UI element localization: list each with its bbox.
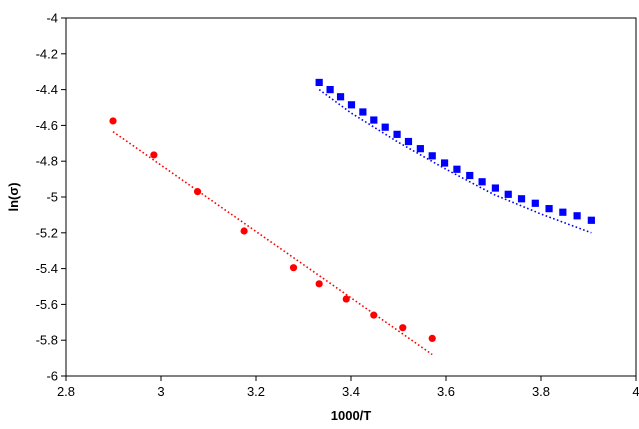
- y-tick-label: -5: [46, 190, 58, 205]
- series-2-point: [531, 199, 539, 207]
- y-tick-label: -5.6: [36, 297, 58, 312]
- trendlines: [112, 88, 592, 356]
- series-2-point: [393, 130, 401, 138]
- x-tick-label: 3.6: [437, 384, 455, 399]
- plot-area-frame: [65, 17, 637, 377]
- series-1-point: [342, 295, 350, 303]
- series-1-point: [240, 227, 248, 235]
- series-2-point: [416, 145, 424, 153]
- series-2-point: [404, 137, 413, 146]
- x-tick-label: 3.2: [247, 384, 265, 399]
- x-tick-label: 3.8: [532, 384, 550, 399]
- y-tick-label: -4.6: [36, 118, 58, 133]
- y-tick-label: -4.4: [36, 82, 58, 97]
- series-2-point: [466, 171, 474, 180]
- series-1-point: [315, 280, 323, 288]
- series-2-point: [428, 152, 436, 160]
- series-2-point: [370, 116, 378, 124]
- x-tick-label: 3.4: [342, 384, 360, 399]
- series-2-point: [478, 178, 486, 186]
- data-points: [109, 78, 595, 343]
- series-2-point: [587, 216, 595, 224]
- series-2-point: [453, 165, 461, 173]
- series-1-point: [150, 151, 158, 159]
- series-2-point: [359, 108, 367, 116]
- y-tick-label: -6: [46, 369, 58, 384]
- series-1-point: [289, 264, 298, 272]
- series-2-point: [381, 123, 389, 131]
- series-2-point: [545, 205, 553, 213]
- series-2-point: [491, 184, 499, 192]
- series-2-point: [504, 190, 512, 198]
- x-axis-label: 1000/T: [331, 408, 372, 423]
- series-2-point: [326, 86, 334, 94]
- series-2-point: [440, 159, 449, 167]
- x-tick-label: 4: [632, 384, 639, 399]
- x-tick-label: 3: [157, 384, 164, 399]
- y-tick-label: -5.4: [36, 261, 58, 276]
- y-tick-label: -4.8: [36, 154, 58, 169]
- y-tick-label: -5.8: [36, 333, 58, 348]
- trendline-1: [112, 131, 433, 356]
- y-axis-ticks: -6 -5.8 -5.6 -5.4 -5.2 -5 -4.8 -4.6 -4.4 -4.2 -4: [36, 11, 66, 384]
- series-2-point: [573, 212, 581, 220]
- series-1-point: [370, 311, 378, 319]
- series-1-point: [399, 324, 407, 332]
- x-axis-ticks: 2.8 3 3.2 3.4 3.6 3.8 4: [57, 376, 639, 399]
- y-tick-label: -4: [46, 11, 58, 26]
- series-2-point: [315, 78, 323, 87]
- series-2-point: [517, 195, 526, 203]
- series-2-point: [559, 208, 567, 216]
- series-1-point: [428, 334, 436, 343]
- y-axis-label: ln(σ): [6, 182, 21, 211]
- series-1-point: [193, 188, 202, 196]
- series-2-point: [336, 93, 345, 101]
- y-tick-label: -5.2: [36, 225, 58, 240]
- y-tick-label: -4.2: [36, 46, 58, 61]
- x-tick-label: 2.8: [57, 384, 75, 399]
- series-2-point: [347, 101, 356, 109]
- series-1-point: [109, 117, 117, 125]
